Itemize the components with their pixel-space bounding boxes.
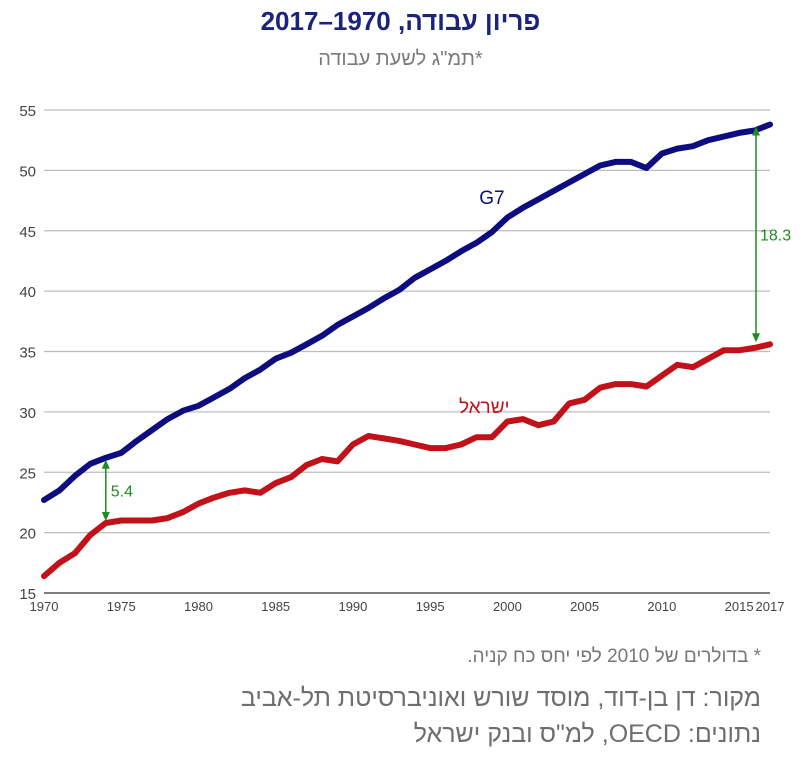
line-chart: 15 20 25 30 35 40 45 50 55 1970 1975 1980 1985 1990 19…: [19, 103, 791, 614]
x-tick-label: 2017: [756, 599, 785, 614]
x-tick-label: 1990: [338, 599, 367, 614]
series-line-g7: [41, 121, 773, 503]
gap-arrow-head-bottom: [101, 511, 110, 521]
chart-title: פריון עבודה, 1970–2017: [260, 6, 541, 36]
y-tick-label: 55: [19, 103, 36, 120]
x-tick-label: 1975: [107, 599, 136, 614]
y-tick-label: 35: [19, 345, 36, 362]
data-credit: נתונים: OECD, למ"ס ובנק ישראל: [413, 720, 761, 748]
y-tick-label: 30: [19, 405, 36, 422]
y-tick-label: 15: [19, 586, 36, 603]
y-tick-label: 45: [19, 224, 36, 241]
series-line-israel: [41, 341, 773, 580]
y-tick-label: 40: [19, 284, 36, 301]
x-tick-label: 1970: [30, 599, 59, 614]
footnote: * בדולרים של 2010 לפי יחס כח קניה.: [467, 646, 761, 667]
x-tick-label: 2000: [493, 599, 522, 614]
gap-label: 5.4: [111, 483, 133, 500]
gap-arrow-head-bottom: [752, 333, 760, 343]
gap-label: 18.3: [760, 227, 791, 244]
x-tick-label: 1995: [416, 599, 445, 614]
y-tick-label: 20: [19, 526, 36, 543]
x-tick-label: 2015: [725, 599, 754, 614]
source-credit: מקור: דן בן-דוד, מוסד שורש ואוניברסיטת ת…: [240, 684, 761, 712]
series-label-israel: ישראל: [459, 397, 510, 418]
y-tick-label: 50: [19, 163, 36, 180]
y-tick-label: 25: [19, 465, 36, 482]
x-tick-label: 2005: [570, 599, 599, 614]
gap-arrow-head-top: [101, 459, 110, 469]
x-tick-label: 1980: [184, 599, 213, 614]
series-label-g7: G7: [479, 188, 504, 209]
x-tick-label: 1985: [261, 599, 290, 614]
x-tick-label: 2010: [647, 599, 676, 614]
gap-arrow-head-top: [752, 126, 760, 136]
chart-subtitle: תמ"ג לשעת עבודה*: [318, 48, 483, 70]
